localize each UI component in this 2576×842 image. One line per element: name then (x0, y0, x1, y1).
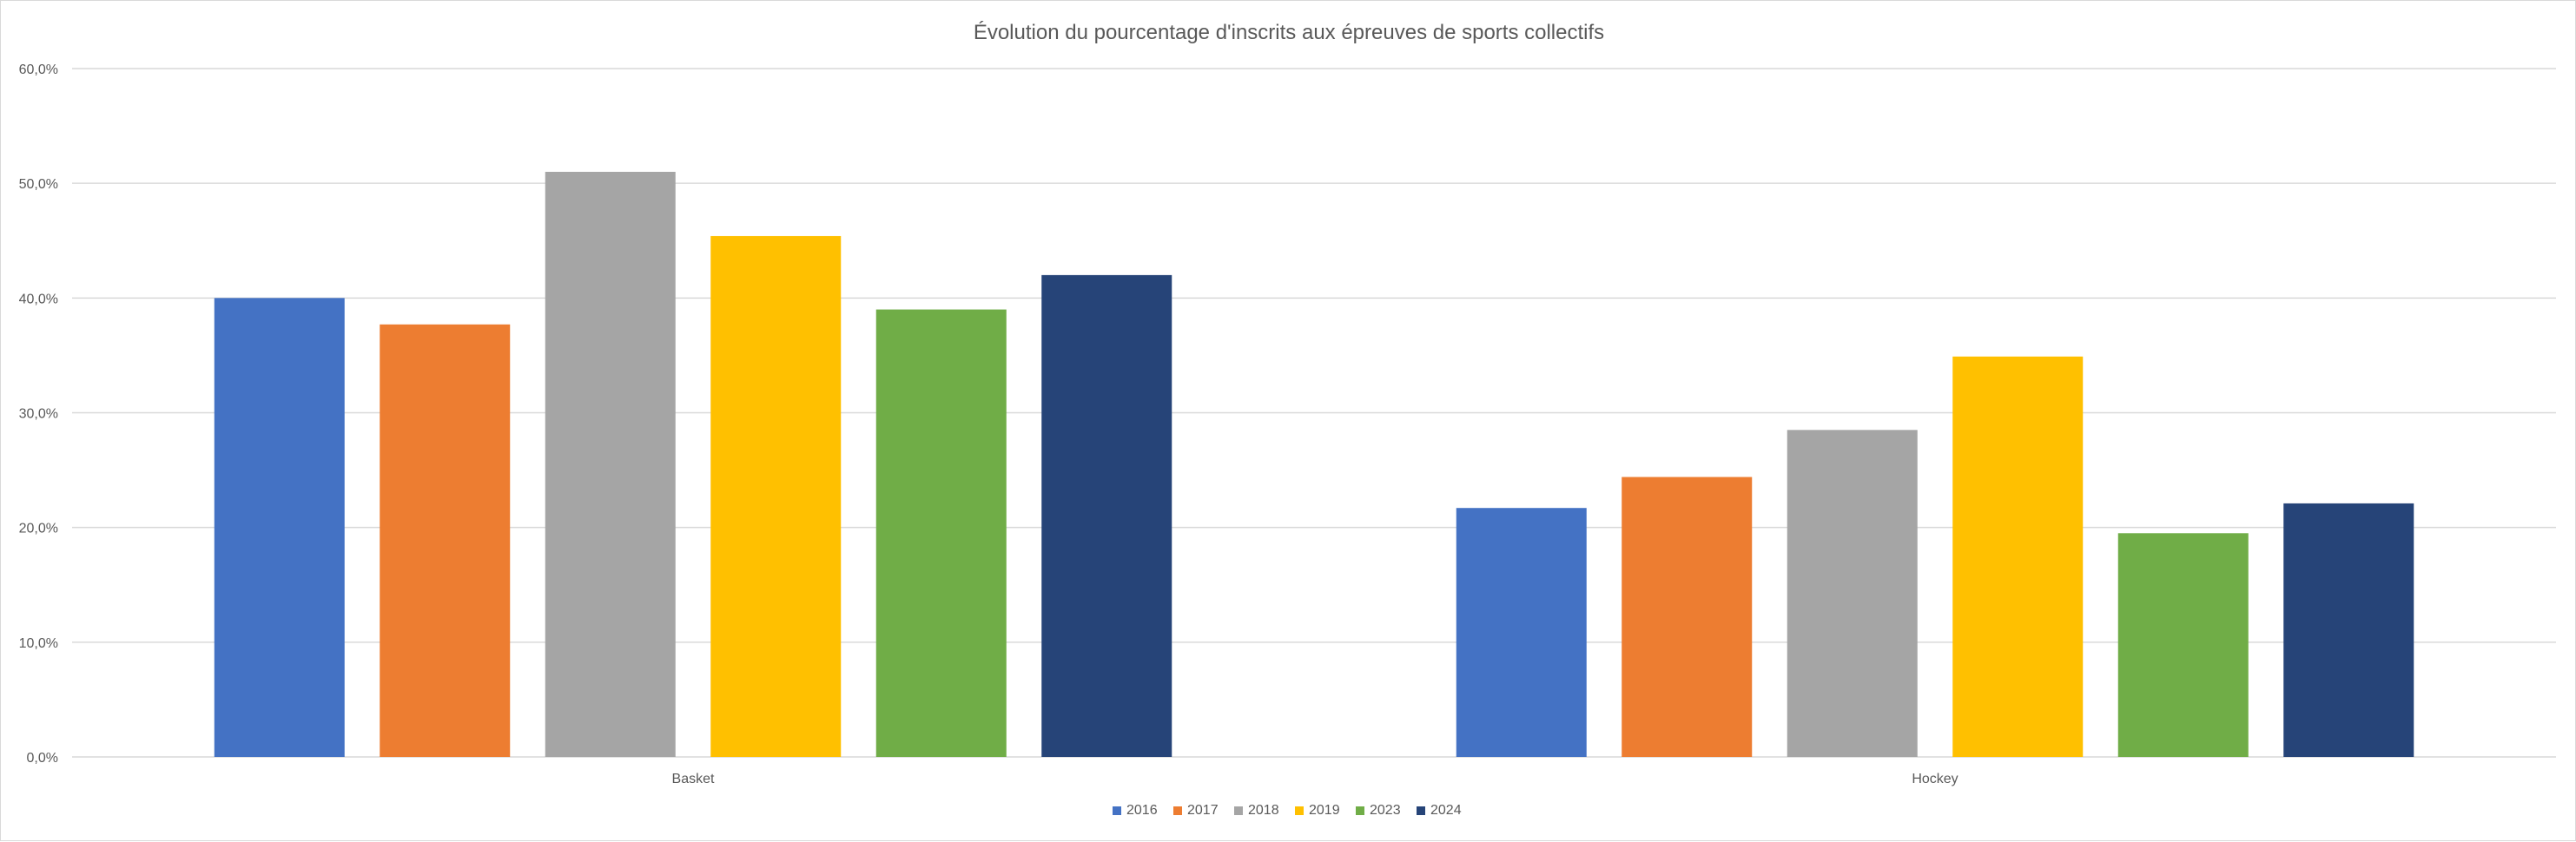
bar-basket-2023 (875, 309, 1007, 757)
x-axis-tick-labels: Basket Hockey (672, 772, 1958, 786)
y-tick-label: 60,0% (19, 62, 58, 77)
legend-label: 2024 (1430, 803, 1462, 818)
y-tick-label: 40,0% (19, 292, 58, 306)
legend-label: 2016 (1126, 803, 1158, 818)
legend-label: 2018 (1248, 803, 1279, 818)
x-tick-label: Hockey (1912, 772, 1958, 786)
bar-basket-2019 (710, 235, 842, 757)
legend-swatch-2016 (1113, 806, 1121, 815)
bar-hockey-2018 (1787, 430, 1918, 757)
y-axis-tick-labels: 0,0% 10,0% 20,0% 30,0% 40,0% 50,0% 60,0% (19, 62, 58, 766)
y-tick-label: 50,0% (19, 177, 58, 192)
legend-label: 2019 (1309, 803, 1340, 818)
bar-hockey-2016 (1456, 508, 1587, 757)
legend-label: 2017 (1187, 803, 1219, 818)
bar-basket-2024 (1041, 274, 1172, 757)
legend-swatch-2017 (1173, 806, 1182, 815)
bar-basket-2016 (214, 298, 345, 757)
bars (214, 171, 2414, 757)
legend: 2016 2017 2018 2019 2023 2024 (1113, 803, 1462, 818)
bar-hockey-2023 (2117, 533, 2249, 757)
bar-hockey-2017 (1622, 477, 1753, 757)
chart-title: Évolution du pourcentage d'inscrits aux … (974, 21, 1604, 44)
bar-hockey-2024 (2283, 503, 2414, 757)
x-tick-label: Basket (672, 772, 715, 786)
y-tick-label: 30,0% (19, 407, 58, 422)
legend-swatch-2023 (1356, 806, 1364, 815)
legend-swatch-2019 (1295, 806, 1304, 815)
legend-label: 2023 (1370, 803, 1401, 818)
y-tick-label: 20,0% (19, 522, 58, 536)
y-tick-label: 10,0% (19, 636, 58, 651)
bar-basket-2017 (380, 324, 511, 757)
legend-swatch-2018 (1234, 806, 1243, 815)
bar-basket-2018 (545, 171, 676, 757)
y-tick-label: 0,0% (27, 751, 58, 766)
bar-hockey-2019 (1952, 356, 2084, 757)
legend-swatch-2024 (1417, 806, 1425, 815)
